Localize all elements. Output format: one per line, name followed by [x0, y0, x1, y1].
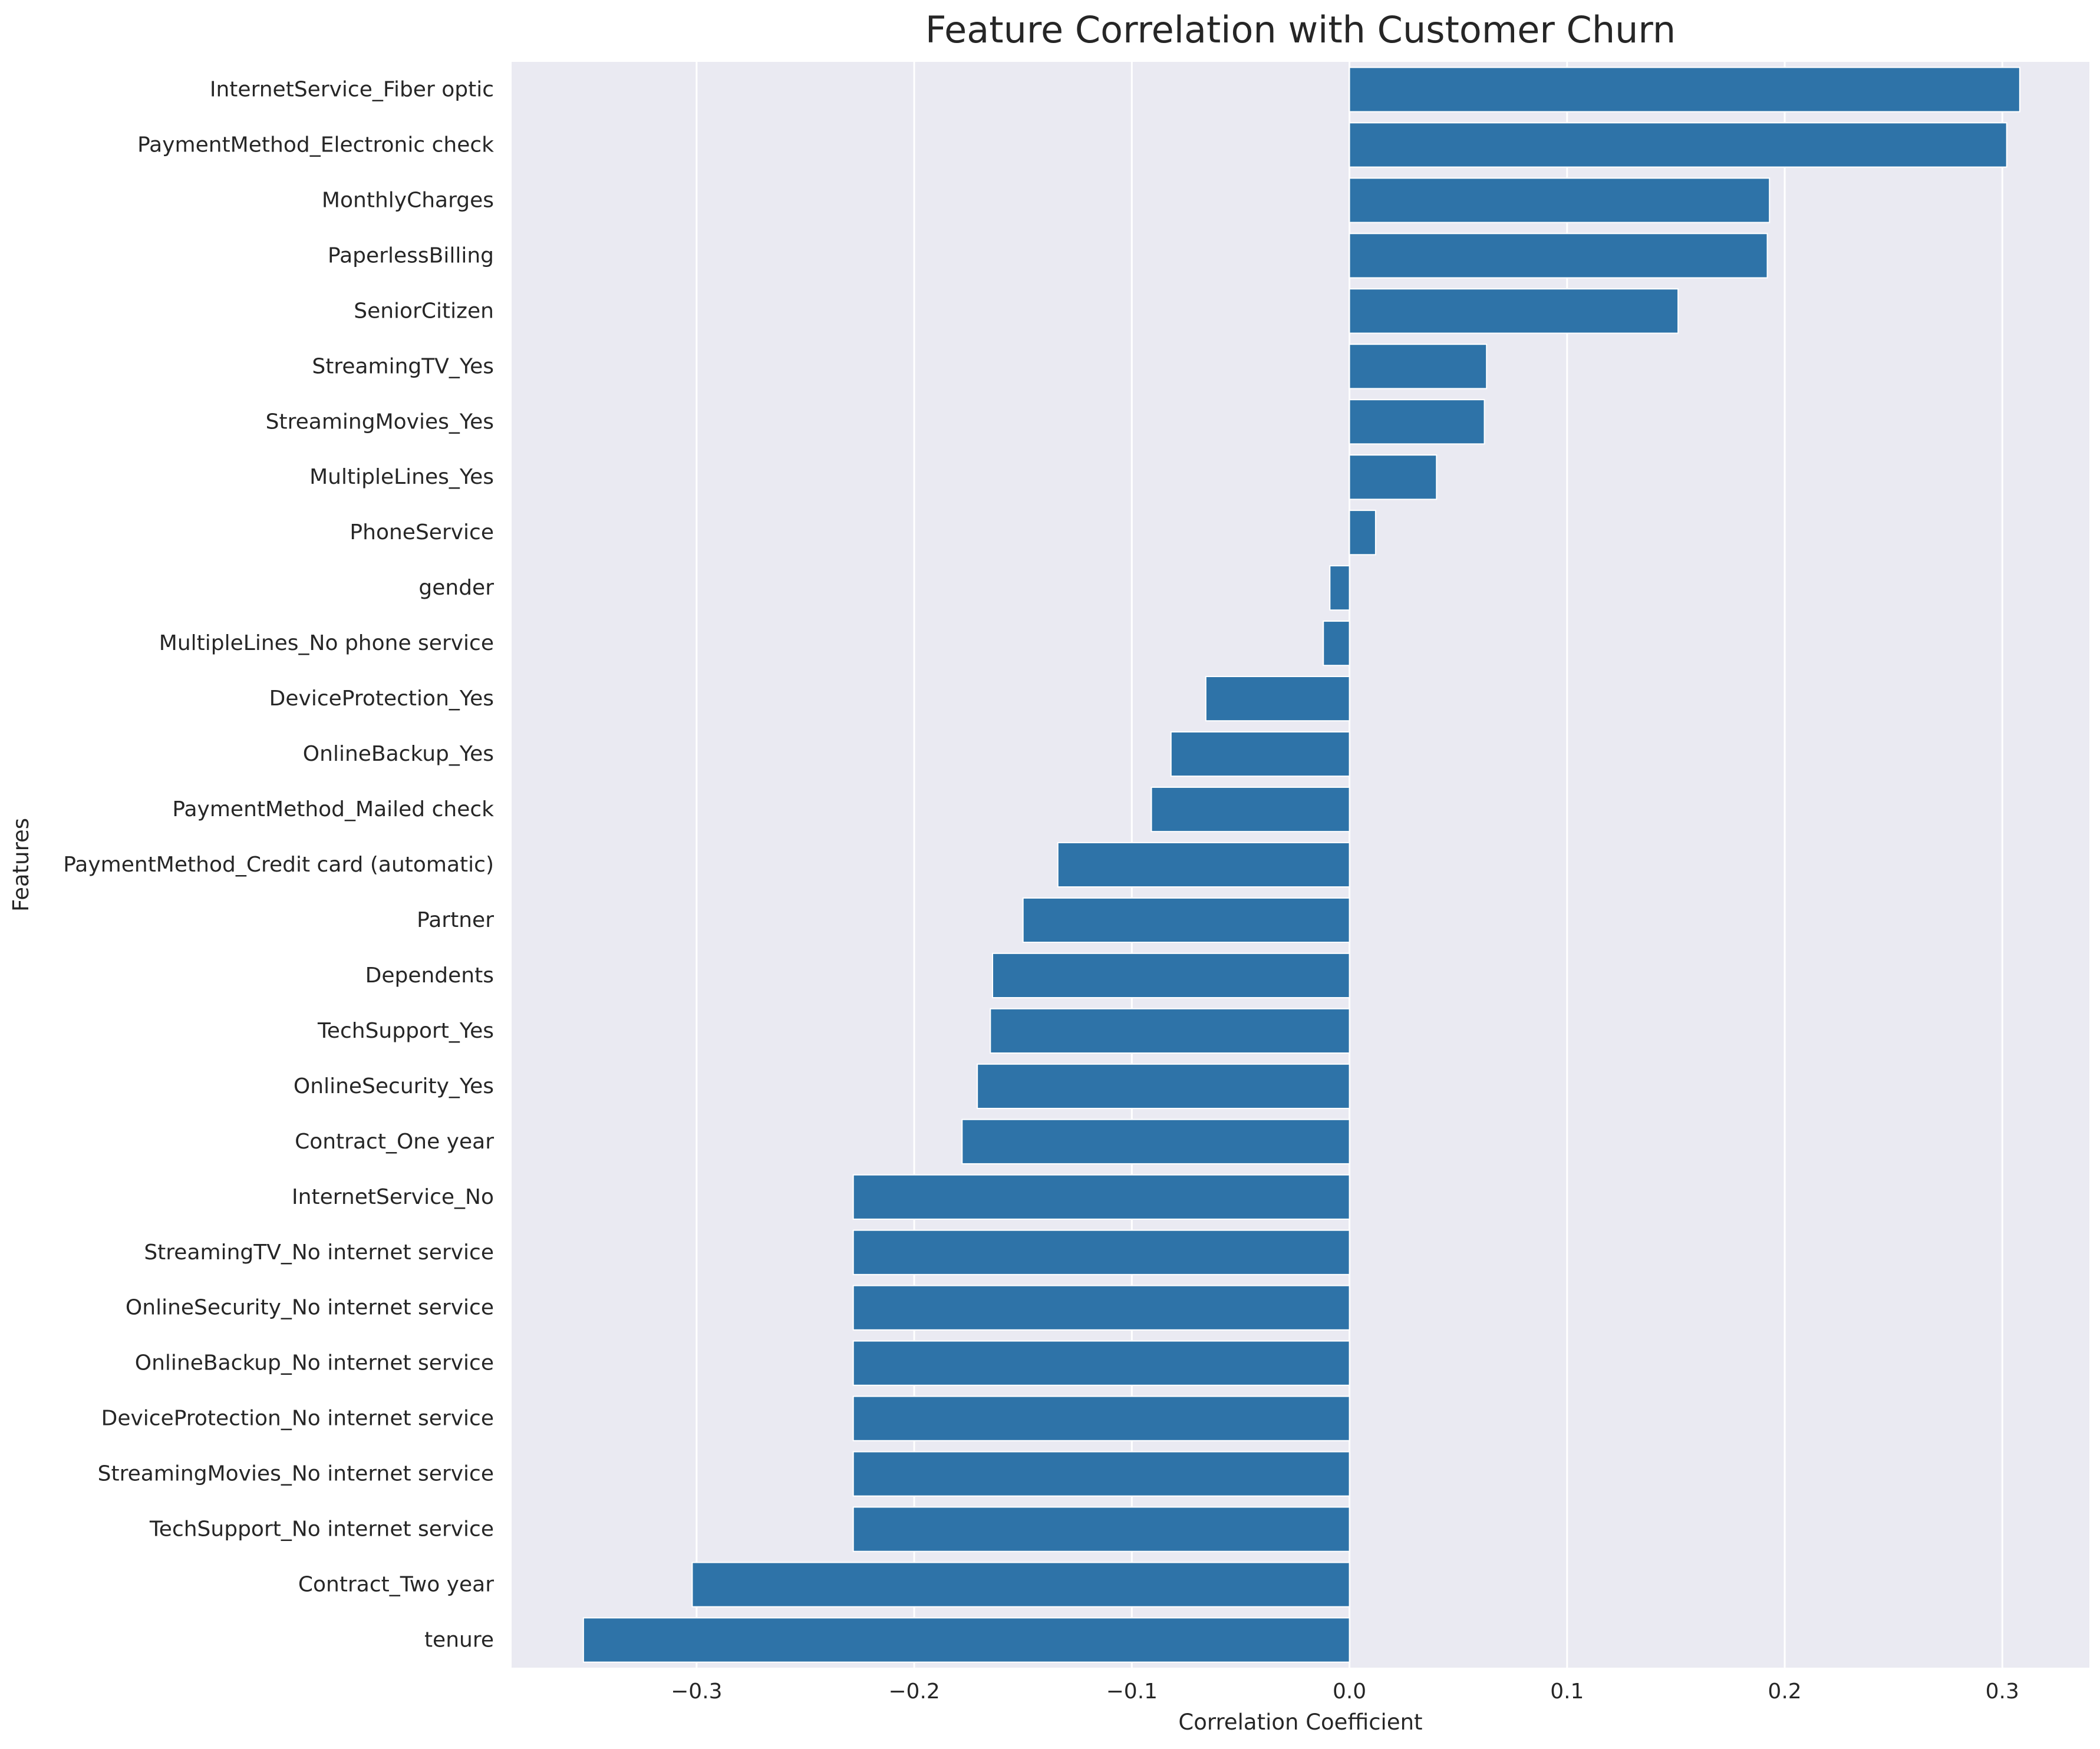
y-tick-label: TechSupport_Yes: [317, 1019, 494, 1043]
y-tick-label: PaymentMethod_Electronic check: [137, 133, 494, 157]
y-tick-label: OnlineBackup_Yes: [303, 742, 494, 766]
bar-10: [1323, 621, 1350, 666]
y-tick-label: MultipleLines_Yes: [309, 465, 494, 489]
bar-22: [852, 1285, 1350, 1331]
bar-2: [1349, 177, 1771, 223]
bar-13: [1150, 786, 1350, 833]
y-tick-label: StreamingMovies_Yes: [266, 410, 494, 434]
y-tick-label: OnlineSecurity_No internet service: [126, 1296, 494, 1320]
x-tick-label: 0.2: [1768, 1679, 1801, 1704]
x-tick-label: 0.3: [1986, 1679, 2019, 1704]
y-tick-label: DeviceProtection_No internet service: [101, 1407, 494, 1431]
bar-14: [1057, 842, 1350, 888]
bar-11: [1205, 676, 1350, 722]
bar-12: [1170, 731, 1350, 777]
bar-8: [1349, 510, 1376, 556]
x-axis-label: Correlation Coefficient: [1178, 1710, 1422, 1735]
y-tick-label: Dependents: [365, 963, 494, 988]
y-tick-label: OnlineBackup_No internet service: [135, 1351, 494, 1375]
bar-layer: [582, 67, 2020, 1663]
y-tick-label: PhoneService: [350, 520, 494, 544]
y-tick-label: DeviceProtection_Yes: [269, 687, 494, 711]
y-tick-labels: InternetService_Fiber optic PaymentMethod…: [63, 77, 494, 1652]
x-tick-label: −0.3: [671, 1679, 722, 1704]
bar-1: [1349, 122, 2007, 168]
bar-7: [1349, 454, 1438, 500]
bar-21: [852, 1229, 1350, 1275]
bar-20: [852, 1174, 1350, 1220]
y-tick-label: SeniorCitizen: [354, 299, 494, 323]
y-tick-label: tenure: [424, 1628, 494, 1652]
bar-5: [1349, 344, 1488, 390]
y-tick-label: StreamingMovies_No internet service: [98, 1462, 494, 1486]
bar-23: [852, 1340, 1350, 1386]
y-tick-label: gender: [418, 576, 494, 600]
bar-28: [582, 1617, 1350, 1663]
y-axis-label: Features: [8, 818, 34, 912]
bar-25: [852, 1451, 1350, 1497]
y-tick-label: PaymentMethod_Mailed check: [172, 797, 494, 821]
y-tick-label: Partner: [417, 908, 494, 932]
bar-0: [1349, 67, 2020, 113]
y-tick-label: PaymentMethod_Credit card (automatic): [63, 853, 494, 877]
y-tick-label: MonthlyCharges: [322, 188, 494, 212]
x-tick-labels: −0.3 −0.2 −0.1 0.0 0.1 0.2 0.3: [671, 1679, 2019, 1704]
x-tick-label: −0.1: [1106, 1679, 1158, 1704]
y-tick-label: Contract_Two year: [298, 1573, 494, 1597]
bar-16: [992, 952, 1350, 999]
bar-27: [691, 1562, 1350, 1608]
x-tick-label: 0.0: [1333, 1679, 1366, 1704]
y-tick-label: StreamingTV_No internet service: [144, 1240, 494, 1265]
y-tick-label: StreamingTV_Yes: [312, 354, 494, 378]
y-tick-label: InternetService_No: [292, 1185, 494, 1209]
bar-19: [961, 1118, 1350, 1164]
y-tick-label: TechSupport_No internet service: [149, 1517, 494, 1542]
bar-17: [990, 1008, 1350, 1054]
x-tick-label: 0.1: [1550, 1679, 1584, 1704]
chart-title: Feature Correlation with Customer Churn: [925, 8, 1676, 51]
y-tick-label: PaperlessBilling: [328, 243, 494, 268]
bar-24: [852, 1395, 1350, 1441]
bar-3: [1349, 233, 1768, 279]
y-tick-label: MultipleLines_No phone service: [159, 631, 494, 655]
bar-6: [1349, 399, 1485, 445]
y-tick-label: Contract_One year: [295, 1130, 494, 1154]
bar-26: [852, 1506, 1350, 1552]
y-tick-label: OnlineSecurity_Yes: [294, 1074, 494, 1098]
bar-18: [977, 1063, 1350, 1109]
bar-9: [1329, 565, 1350, 611]
y-tick-label: InternetService_Fiber optic: [210, 77, 494, 101]
bar-15: [1022, 897, 1350, 943]
x-tick-label: −0.2: [888, 1679, 939, 1704]
bar-4: [1349, 288, 1679, 334]
